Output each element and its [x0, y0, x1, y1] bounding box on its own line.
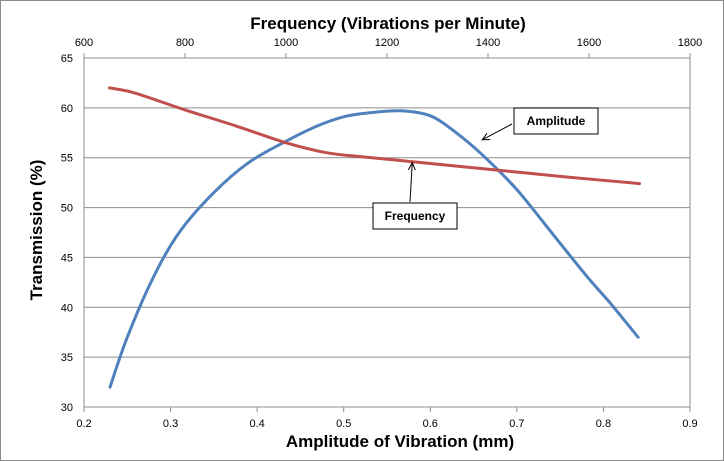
callout-frequency: Frequency: [372, 161, 458, 230]
x-top-tick-label: 800: [176, 37, 194, 49]
x-bottom-tick-label: 0.3: [163, 418, 178, 430]
annotations: Amplitude Frequency: [372, 107, 599, 230]
y-tick-label: 55: [61, 153, 73, 165]
y-tick-label: 65: [61, 53, 73, 65]
y-tick-label: 45: [61, 252, 73, 264]
x-top-tick-label: 1600: [577, 37, 601, 49]
callout-arrow-line: [409, 162, 413, 203]
callout-label: Amplitude: [527, 114, 586, 128]
x-axis-title: Amplitude of Vibration (mm): [286, 432, 514, 451]
callout-box: [372, 202, 458, 230]
series: [107, 86, 641, 389]
callout-label: Frequency: [385, 209, 446, 223]
y-tick-label: 30: [61, 402, 73, 414]
top-axis-title: Frequency (Vibrations per Minute): [250, 14, 526, 33]
callout-arrowhead: [481, 133, 491, 141]
x-bottom-tick-label: 0.8: [596, 418, 611, 430]
tick-labels: 30 35 40 45 50 55 60 65 0.2 0.3 0.4 0.5 0.6 0.7 0.8 0.9…: [61, 37, 702, 430]
x-bottom-tick-label: 0.4: [249, 418, 264, 430]
callout-arrowhead: [407, 161, 416, 171]
series-line-amplitude: [108, 109, 640, 389]
callout-amplitude: Amplitude: [481, 107, 599, 141]
y-tick-label: 40: [61, 302, 73, 314]
y-axis-title: Transmission (%): [27, 160, 46, 301]
y-tick-label: 50: [61, 203, 73, 215]
x-bottom-tick-label: 0.5: [336, 418, 351, 430]
callout-box: [513, 107, 599, 135]
x-top-tick-label: 1800: [678, 37, 702, 49]
x-bottom-tick-label: 0.7: [509, 418, 524, 430]
y-tick-label: 60: [61, 103, 73, 115]
callout-arrow-line: [481, 123, 513, 141]
axes: [83, 53, 691, 412]
x-top-tick-label: 1000: [274, 37, 298, 49]
x-top-tick-label: 1400: [476, 37, 500, 49]
series-line-frequency: [107, 86, 641, 186]
y-tick-label: 35: [61, 352, 73, 364]
x-bottom-tick-label: 0.2: [76, 418, 91, 430]
x-bottom-tick-label: 0.6: [423, 418, 438, 430]
x-bottom-tick-label: 0.9: [682, 418, 697, 430]
x-top-tick-label: 600: [75, 37, 93, 49]
x-top-tick-label: 1200: [375, 37, 399, 49]
